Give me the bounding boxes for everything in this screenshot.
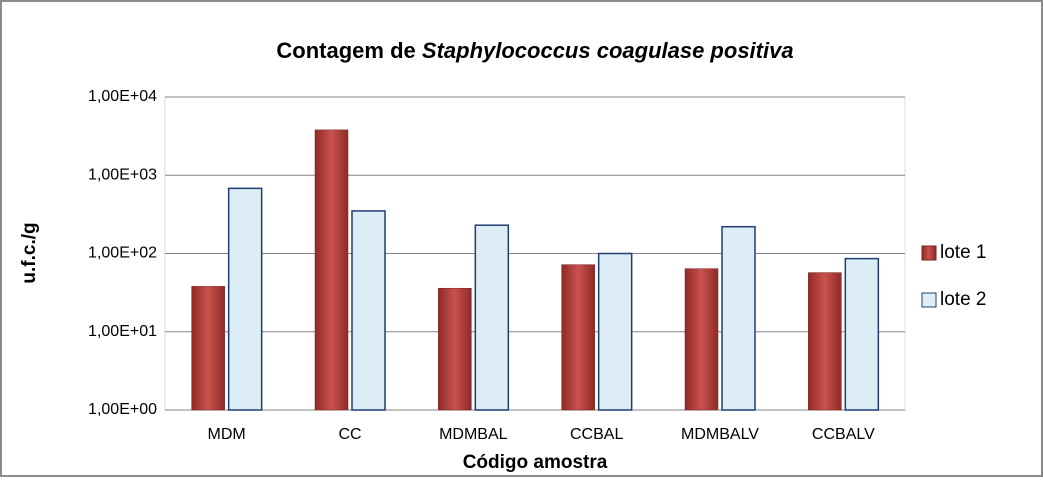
y-tick-label: 1,00E+02 [88, 245, 157, 262]
legend-swatch [921, 292, 937, 308]
x-axis-label: Código amostra [463, 452, 608, 473]
x-tick-label: MDMBAL [439, 426, 508, 443]
chart-title: Contagem de Staphylococcus coagulase pos… [276, 38, 793, 63]
legend-swatch [921, 245, 937, 261]
legend-label: lote 1 [940, 242, 986, 263]
x-tick-label: CC [338, 426, 361, 443]
bar [561, 264, 595, 411]
bar [808, 272, 842, 411]
legend-label: lote 2 [940, 289, 986, 310]
bar [351, 210, 386, 411]
x-tick-label: CCBALV [812, 426, 875, 443]
y-tick-label: 1,00E+00 [88, 401, 157, 418]
y-tick-label: 1,00E+01 [88, 323, 157, 340]
bar [191, 286, 225, 411]
bar [721, 225, 756, 411]
x-tick-label: CCBAL [570, 426, 623, 443]
title-part: Contagem de [276, 38, 415, 63]
y-tick-label: 1,00E+04 [88, 88, 157, 105]
x-tick-label: MDMBALV [681, 426, 759, 443]
y-axis-label: u.f.c./g [19, 222, 40, 283]
title-italic-part: Staphylococcus coagulase positiva [422, 38, 794, 63]
bar [597, 252, 633, 411]
y-tick-label: 1,00E+03 [88, 166, 157, 183]
bar [844, 257, 880, 411]
bar [314, 129, 349, 411]
bar [227, 187, 263, 411]
bar [474, 224, 510, 411]
bar [684, 268, 719, 411]
x-tick-label: MDM [208, 426, 246, 443]
bar [438, 287, 472, 411]
